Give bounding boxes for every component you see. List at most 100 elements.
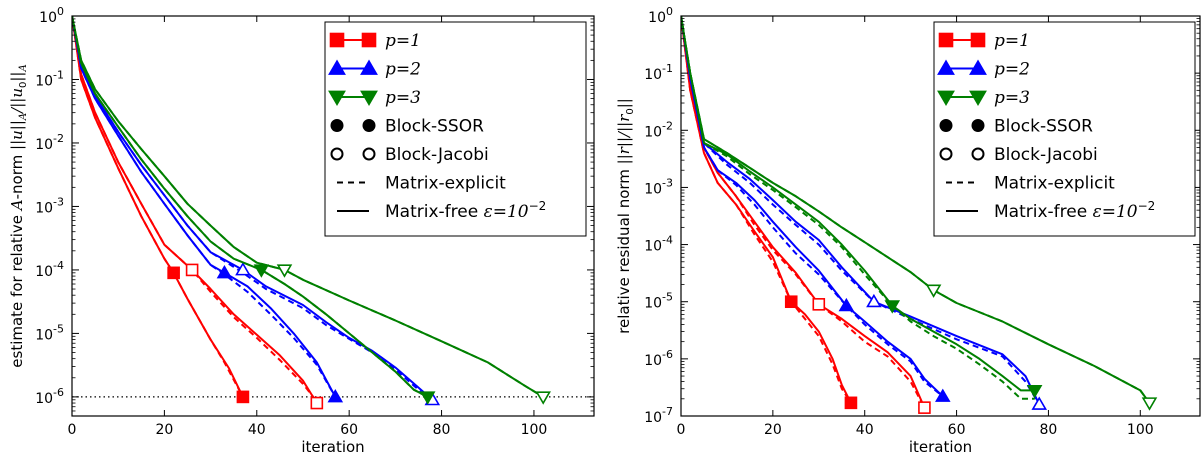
series-marker-7-0 (866, 293, 882, 308)
legend-label: Matrix-free ε=10−2 (385, 199, 546, 222)
y-tick-base: 10 (644, 181, 662, 197)
y-tick-exp: -4 (53, 259, 64, 272)
series-line-2 (681, 16, 926, 409)
ylabel-middle: -norm (8, 150, 26, 199)
y-axis-label: relative residual norm ||r||/||r0|| (615, 98, 636, 334)
legend-marker (937, 59, 955, 75)
y-tick-label: 100 (39, 5, 64, 26)
legend-label: Block-Jacobi (994, 145, 1098, 165)
x-tick-label: 0 (677, 422, 686, 438)
y-tick-exp: -3 (662, 176, 673, 189)
y-tick-label: 10-6 (644, 348, 673, 369)
legend-marker (328, 59, 346, 75)
y-tick-exp: -6 (53, 386, 64, 399)
y-tick-exp: -3 (53, 195, 64, 208)
y-tick-exp: -2 (53, 132, 64, 145)
y-tick-label: 10-5 (644, 291, 673, 312)
series-line-11 (72, 16, 544, 398)
series-line-4 (72, 16, 337, 398)
y-tick-exp: -1 (53, 68, 64, 81)
y-tick-label: 10-6 (35, 386, 64, 407)
series-line-8 (681, 16, 1035, 400)
plot-area (681, 16, 1158, 414)
y-tick-exp: -2 (662, 119, 673, 132)
y-tick-label: 10-2 (644, 119, 673, 140)
legend-marker (971, 119, 985, 132)
legend-marker (939, 119, 953, 132)
legend-marker (970, 32, 986, 48)
y-tick-label: 10-4 (644, 234, 673, 255)
series-line-3 (681, 16, 926, 409)
x-tick-label: 60 (340, 422, 358, 438)
legend-label-text: Block-Jacobi (385, 145, 489, 165)
ylabel-math: || (615, 98, 633, 108)
series-line-11 (681, 16, 1151, 404)
series-marker-3-1 (310, 396, 324, 410)
y-tick-exp: -4 (662, 234, 673, 247)
y-tick-base: 10 (644, 296, 662, 312)
series-line-1 (72, 16, 244, 398)
y-tick-base: 10 (35, 73, 53, 89)
chart-left: 0 20 40 60 80 10010010-110-210-310-410-510-6i… (8, 5, 595, 456)
legend-label-text: Matrix-explicit (385, 174, 506, 194)
legend-marker (360, 90, 378, 107)
legend-label-math: ε=10 (478, 202, 529, 222)
y-tick-base: 10 (644, 410, 662, 426)
legend-label: p=2 (385, 60, 421, 80)
legend-marker (361, 32, 377, 48)
series-marker-9-1 (419, 391, 436, 405)
y-tick-exp: 0 (57, 5, 64, 18)
y-tick-label: 10-3 (35, 195, 64, 216)
y-tick-base: 10 (35, 264, 53, 280)
series-marker-5-0 (838, 297, 855, 312)
y-tick-label: 10-5 (35, 322, 64, 343)
ylabel-slash: / (8, 106, 26, 115)
legend-label-exp: −2 (529, 199, 547, 213)
legend-label: Block-Jacobi (385, 145, 489, 165)
legend-label: Block-SSOR (994, 117, 1093, 137)
legend-label-math: p=2 (994, 60, 1030, 80)
series-line-0 (72, 16, 244, 398)
legend-marker (938, 32, 954, 48)
legend-label: Matrix-free ε=10−2 (994, 199, 1155, 222)
legend-label-math: p=3 (994, 88, 1030, 108)
legend-label-math: p=1 (994, 31, 1030, 51)
y-tick-base: 10 (644, 67, 662, 83)
y-tick-base: 10 (35, 200, 53, 216)
plot-area (72, 16, 551, 410)
series-marker-3-1 (918, 401, 931, 414)
legend-marker (328, 90, 346, 107)
legend-marker (969, 90, 987, 107)
legend-label-text: Block-SSOR (385, 117, 484, 137)
y-axis-label: estimate for relative A-norm ||u||A/||u0… (8, 64, 29, 367)
legend-label-text: Block-SSOR (994, 117, 1093, 137)
series-marker-1-1 (844, 396, 858, 410)
legend-label-math: p=1 (385, 31, 421, 51)
legend-marker (939, 147, 953, 161)
ylabel-prefix: estimate for relative (8, 210, 26, 368)
legend: p=1 p=2 p=3 Block-SSOR Block-Jacobi Matrix-ex… (324, 21, 587, 237)
series-marker-1-0 (784, 295, 798, 309)
plot-frame (680, 15, 1201, 417)
legend-marker (937, 90, 955, 107)
legend-label: Block-SSOR (385, 117, 484, 137)
legend-label: p=3 (994, 88, 1030, 108)
y-tick-base: 10 (39, 10, 57, 26)
y-tick-base: 10 (35, 327, 53, 343)
series-line-5 (72, 16, 337, 398)
legend-marker (329, 32, 345, 48)
legend-label: Matrix-explicit (385, 174, 506, 194)
legend-label-text: Matrix-free (385, 202, 478, 222)
y-tick-exp: -5 (53, 322, 64, 335)
legend-label-math: ε=10 (1087, 202, 1138, 222)
series-marker-1-1 (236, 390, 250, 404)
x-tick-label: 100 (521, 422, 548, 438)
series-line-2 (72, 16, 318, 403)
legend-label-text: Matrix-explicit (994, 174, 1115, 194)
legend-marker (362, 119, 376, 132)
legend-label-exp: −2 (1138, 199, 1156, 213)
legend-label-math: p=3 (385, 88, 421, 108)
ylabel-math: ||r||/||r (615, 114, 633, 165)
y-tick-exp: 0 (666, 5, 673, 18)
x-tick-label: 100 (1127, 422, 1154, 438)
